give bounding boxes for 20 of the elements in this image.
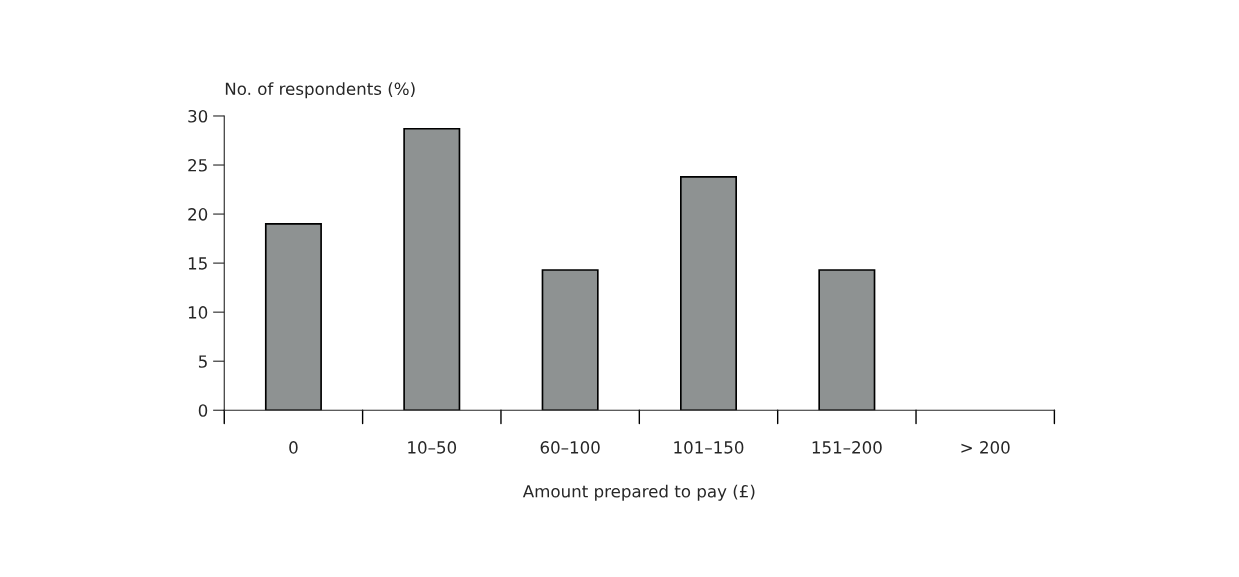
- bar: [818, 269, 876, 411]
- x-tick-label: 151–200: [812, 441, 882, 454]
- bar: [403, 127, 461, 411]
- y-tick-label: 25: [188, 158, 207, 172]
- x-tick-label: 60–100: [540, 441, 600, 454]
- y-axis-title: No. of respondents (%): [225, 82, 415, 99]
- bar: [264, 223, 322, 411]
- y-tick-label: 0: [198, 404, 208, 417]
- y-tick-label: 15: [188, 257, 207, 270]
- x-axis-title: Amount prepared to pay (£): [522, 484, 755, 501]
- x-tick-label: > 200: [961, 441, 1010, 454]
- x-tick-label: 10–50: [408, 441, 457, 454]
- y-tick-label: 20: [188, 208, 208, 221]
- bar: [541, 269, 599, 411]
- y-tick-label: 10: [188, 306, 208, 319]
- bar: [679, 175, 738, 411]
- y-tick-label: 5: [198, 355, 207, 368]
- y-tick-label: 30: [188, 109, 208, 123]
- x-tick-label: 0: [289, 441, 298, 454]
- x-tick-label: 101–150: [674, 441, 744, 454]
